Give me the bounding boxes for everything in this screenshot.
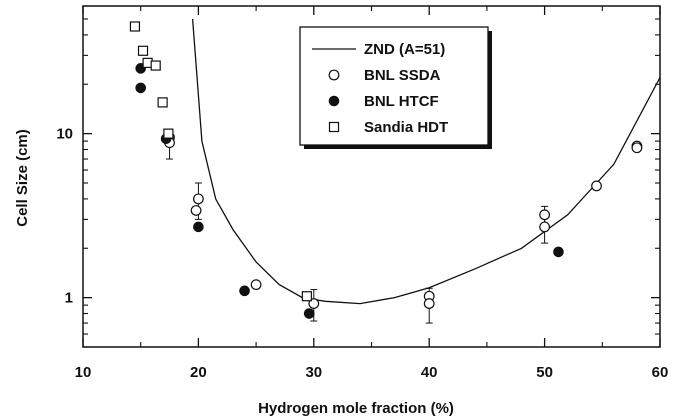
data-point [193, 221, 204, 233]
error-bar-layer [166, 128, 549, 324]
data-point [539, 209, 550, 221]
tick-layer: 10 20 30 40 50 60 1 10 [56, 5, 669, 381]
data-point [192, 193, 204, 205]
legend-symbol [328, 121, 340, 133]
data-point [129, 21, 141, 32]
data-point [150, 60, 161, 71]
x-axis-label: Hydrogen mole fraction (%) [258, 400, 454, 417]
legend-entry: BNL HTCF [364, 93, 439, 110]
data-point [163, 128, 174, 139]
legend: ZND (A=51) BNL SSDA BNL HTCF Sandia HDT [299, 26, 492, 149]
data-point [157, 97, 168, 108]
data-point [239, 285, 250, 297]
legend-entry: ZND (A=51) [364, 41, 445, 58]
data-point [591, 180, 602, 192]
marker-layer [129, 21, 643, 319]
data-point [423, 298, 435, 309]
x-tick-label: 50 [536, 364, 553, 381]
legend-symbol [328, 95, 340, 107]
data-point [539, 221, 550, 233]
data-point [250, 279, 262, 291]
data-point [190, 205, 202, 216]
legend-entry: Sandia HDT [364, 119, 448, 136]
data-point [553, 246, 564, 258]
y-tick-label: 1 [65, 290, 73, 307]
y-axis-label: Cell Size (cm) [14, 129, 31, 227]
data-point [137, 45, 149, 56]
x-tick-label: 10 [75, 364, 92, 381]
x-tick-label: 20 [190, 364, 207, 381]
x-tick-label: 30 [305, 364, 322, 381]
legend-symbol [328, 69, 340, 81]
data-point [135, 82, 146, 94]
data-point [631, 142, 643, 154]
legend-entry: BNL SSDA [364, 67, 441, 84]
data-point [303, 308, 315, 319]
y-tick-label: 10 [56, 126, 73, 143]
x-tick-label: 60 [652, 364, 669, 381]
x-tick-label: 40 [421, 364, 438, 381]
data-point [301, 291, 312, 302]
